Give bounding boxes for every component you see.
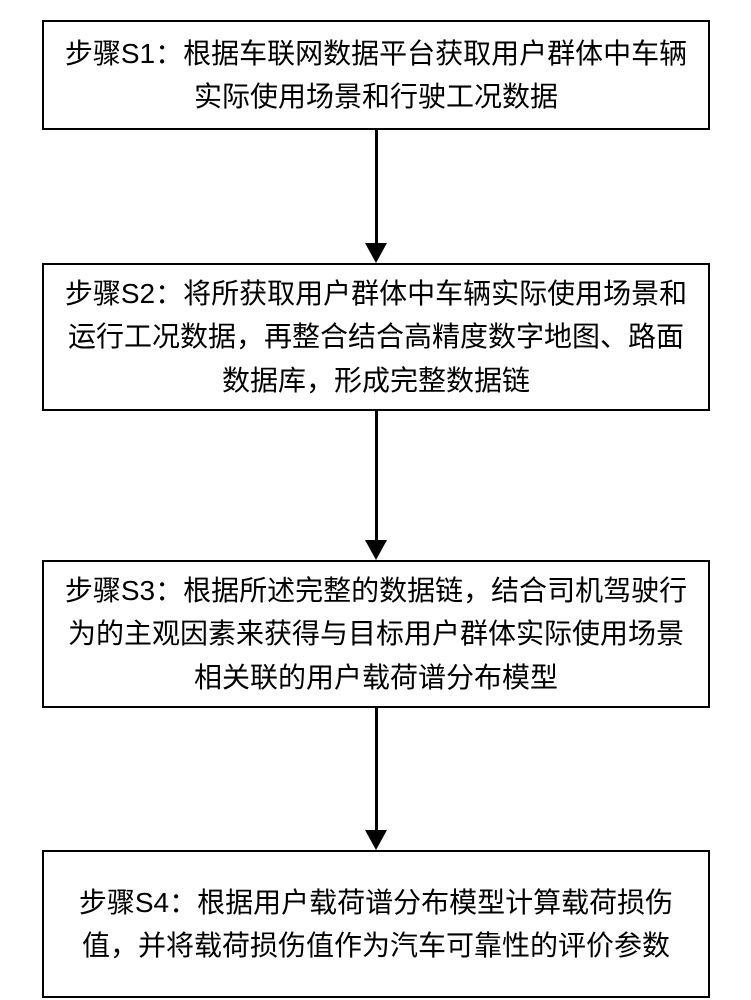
flowchart-edge-arrowhead — [365, 540, 387, 560]
flowchart-edge-line — [375, 130, 378, 243]
flowchart-node-s4: 步骤S4：根据用户载荷谱分布模型计算载荷损伤值，并将载荷损伤值作为汽车可靠性的评… — [42, 850, 710, 998]
node-text: 步骤S2：将所获取用户群体中车辆实际使用场景和运行工况数据，再整合结合高精度数字… — [64, 272, 688, 402]
flowchart-edge-arrowhead — [365, 243, 387, 263]
flowchart-node-s1: 步骤S1：根据车联网数据平台获取用户群体中车辆实际使用场景和行驶工况数据 — [42, 20, 710, 130]
flowchart-edge-line — [375, 411, 378, 540]
flowchart-edge-line — [375, 708, 378, 830]
flowchart-canvas: 步骤S1：根据车联网数据平台获取用户群体中车辆实际使用场景和行驶工况数据 步骤S… — [0, 0, 751, 1000]
flowchart-edge-arrowhead — [365, 830, 387, 850]
node-text: 步骤S1：根据车联网数据平台获取用户群体中车辆实际使用场景和行驶工况数据 — [64, 32, 688, 119]
node-text: 步骤S4：根据用户载荷谱分布模型计算载荷损伤值，并将载荷损伤值作为汽车可靠性的评… — [64, 881, 688, 968]
flowchart-node-s2: 步骤S2：将所获取用户群体中车辆实际使用场景和运行工况数据，再整合结合高精度数字… — [42, 263, 710, 411]
flowchart-node-s3: 步骤S3：根据所述完整的数据链，结合司机驾驶行为的主观因素来获得与目标用户群体实… — [42, 560, 710, 708]
node-text: 步骤S3：根据所述完整的数据链，结合司机驾驶行为的主观因素来获得与目标用户群体实… — [64, 569, 688, 699]
